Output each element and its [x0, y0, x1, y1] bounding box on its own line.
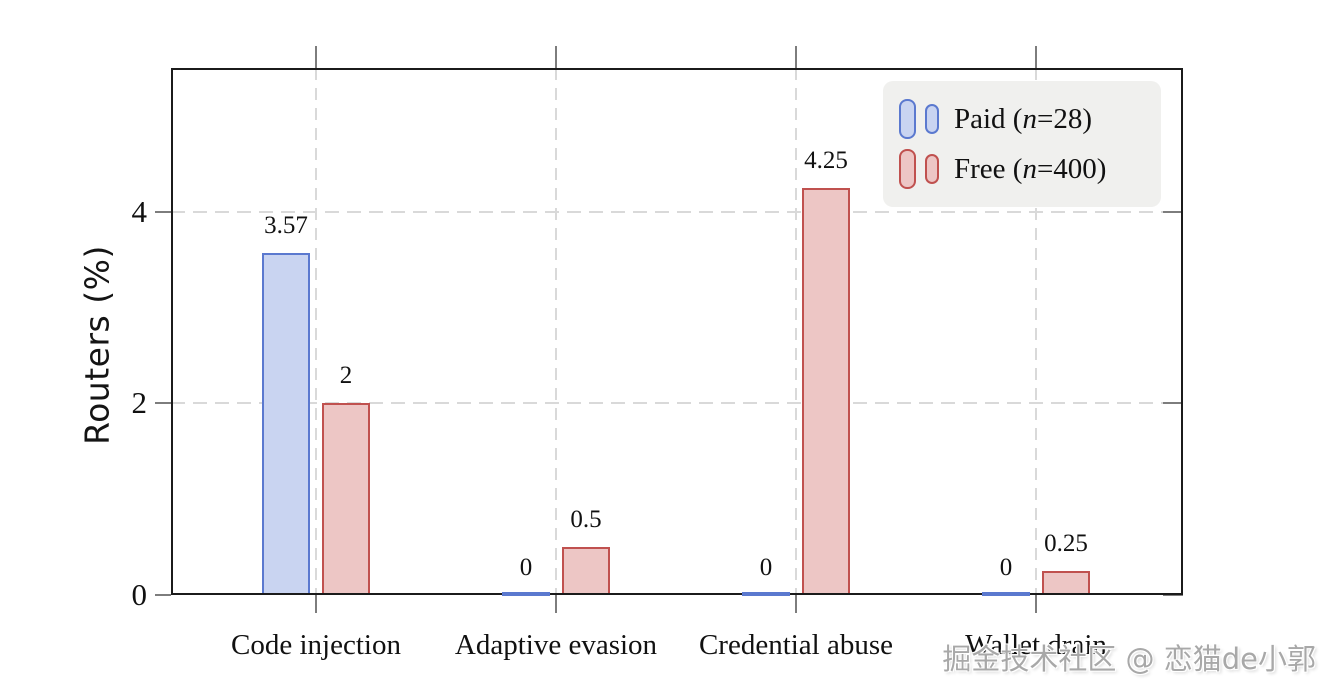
x-tick-top — [555, 46, 557, 68]
y-tick-left — [155, 594, 171, 596]
paid-bar-marker-small-icon — [925, 104, 939, 134]
bar-value-label: 0 — [999, 554, 1013, 581]
bar-free-2 — [802, 187, 850, 595]
y-tick-right — [1163, 402, 1183, 405]
legend-entry-paid: Paid (n=28) — [899, 99, 1161, 139]
x-axis-label: Wallet drain — [965, 629, 1107, 661]
free-bar-marker-small-icon — [925, 154, 939, 184]
gridline-vertical — [795, 68, 797, 595]
gridline-vertical — [1035, 68, 1037, 595]
legend-label-paid: Paid (n=28) — [954, 103, 1092, 136]
legend: Paid (n=28) Free (n=400) — [883, 81, 1161, 207]
gridline-vertical — [555, 68, 557, 595]
bar-paid-3 — [982, 592, 1030, 596]
gridline-vertical — [315, 68, 317, 595]
x-tick-top — [315, 46, 317, 68]
y-tick-label: 4 — [131, 193, 148, 229]
x-tick-bottom — [555, 595, 557, 613]
free-bar-marker-icon — [899, 149, 916, 189]
legend-free-prefix: Free ( — [954, 152, 1023, 185]
legend-free-variable: n — [1022, 152, 1037, 185]
bar-value-label: 4.25 — [804, 146, 848, 174]
legend-paid-suffix: =28) — [1036, 102, 1092, 135]
y-tick-label: 0 — [131, 577, 148, 612]
x-tick-top — [1035, 46, 1037, 68]
bar-paid-2 — [742, 592, 790, 596]
x-axis-label: Credential abuse — [698, 629, 894, 661]
paid-bar-marker-icon — [899, 99, 916, 139]
y-tick-left — [155, 210, 171, 213]
x-tick-bottom — [795, 595, 797, 613]
bar-free-3 — [1042, 571, 1090, 595]
legend-free-suffix: =400) — [1036, 152, 1107, 185]
gridline-horizontal — [171, 402, 1183, 405]
y-tick-right — [1163, 210, 1183, 213]
watermark: 掘金技术社区 @ 恋猫de小郭 — [942, 642, 1316, 676]
x-axis-label: Code injection — [231, 629, 401, 661]
legend-paid-prefix: Paid ( — [954, 102, 1023, 135]
bar-value-label: 0.5 — [570, 506, 602, 534]
legend-paid-variable: n — [1022, 102, 1037, 135]
bar-free-1 — [562, 547, 610, 595]
legend-entry-free: Free (n=400) — [899, 149, 1161, 189]
bar-value-label: 0.25 — [1044, 530, 1088, 558]
x-axis-label: Adaptive evasion — [454, 629, 658, 661]
bar-value-label: 2 — [339, 362, 353, 390]
bar-value-label: 3.57 — [264, 211, 308, 239]
gridline-horizontal — [171, 210, 1183, 213]
bar-paid-1 — [502, 592, 550, 596]
x-tick-bottom — [1035, 595, 1037, 613]
bar-free-0 — [322, 403, 370, 595]
y-tick-left — [155, 402, 171, 405]
x-tick-bottom — [315, 595, 317, 613]
y-tick-right — [1163, 594, 1183, 596]
y-tick-label: 2 — [131, 385, 148, 421]
x-tick-top — [795, 46, 797, 68]
legend-label-free: Free (n=400) — [954, 153, 1106, 186]
bar-value-label: 0 — [759, 554, 773, 581]
bar-value-label: 0 — [519, 554, 533, 581]
bar-paid-0 — [262, 252, 310, 595]
